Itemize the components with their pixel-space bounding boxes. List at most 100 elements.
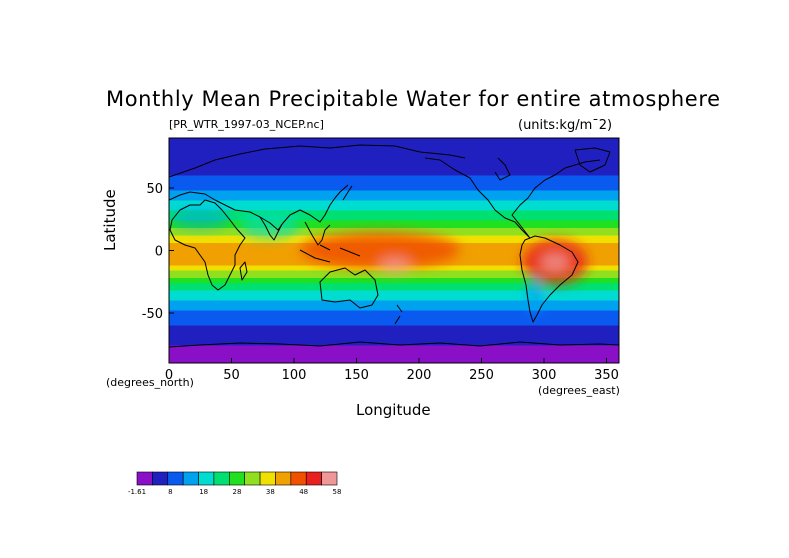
coast-new-zealand bbox=[394, 304, 403, 325]
lat-band bbox=[169, 283, 619, 287]
x-tick-label: 350 bbox=[594, 368, 619, 383]
y-tick-label: 0 bbox=[155, 245, 163, 260]
lat-band bbox=[169, 340, 619, 344]
lat-band bbox=[169, 170, 619, 174]
lat-band bbox=[169, 308, 619, 312]
colorbar-label: 8 bbox=[168, 488, 172, 496]
regional-anomalies bbox=[170, 208, 587, 313]
x-tick-label: 100 bbox=[282, 368, 307, 383]
lat-band bbox=[169, 303, 619, 307]
lat-band bbox=[169, 193, 619, 197]
lat-band bbox=[169, 220, 619, 224]
lat-band bbox=[169, 158, 619, 162]
lat-band bbox=[169, 218, 619, 222]
colorbar-label: 18 bbox=[199, 488, 208, 496]
colorbar-label: 28 bbox=[233, 488, 242, 496]
colorbar-swatch bbox=[136, 471, 153, 486]
andes-dry bbox=[527, 277, 543, 313]
coast-greenland bbox=[574, 147, 611, 173]
lat-band bbox=[169, 180, 619, 184]
x-tick-label: 250 bbox=[469, 368, 494, 383]
file-label: [PR_WTR_1997-03_NCEP.nc] bbox=[169, 118, 324, 131]
colorbar-swatch bbox=[167, 471, 184, 486]
lat-band bbox=[169, 345, 619, 349]
coast-south-america bbox=[519, 235, 579, 323]
y-tick-label: 50 bbox=[146, 182, 163, 197]
lat-band bbox=[169, 163, 619, 167]
colorbar-swatch bbox=[275, 471, 292, 486]
lat-band bbox=[169, 280, 619, 284]
x-tick-label: 200 bbox=[407, 368, 432, 383]
lat-band bbox=[169, 338, 619, 342]
lat-band bbox=[169, 293, 619, 297]
x-axis: 0 50 100 150 200 250 300 350 bbox=[165, 358, 619, 383]
sahara-dry bbox=[170, 208, 230, 228]
lat-band bbox=[169, 318, 619, 322]
lat-band bbox=[169, 203, 619, 207]
units-label: (units:kg/m¯2) bbox=[518, 118, 613, 133]
lat-band bbox=[169, 178, 619, 182]
colorbar-swatch bbox=[213, 471, 230, 486]
colorbar-swatch bbox=[182, 471, 199, 486]
coast-japan bbox=[342, 185, 353, 201]
lat-band bbox=[169, 348, 619, 352]
x-tick-label: 300 bbox=[532, 368, 557, 383]
colorbar-swatch bbox=[321, 471, 338, 486]
lat-band bbox=[169, 190, 619, 194]
lat-band bbox=[169, 358, 619, 362]
lat-band bbox=[169, 160, 619, 164]
colorbar-label: 58 bbox=[333, 488, 342, 496]
lat-band bbox=[169, 310, 619, 314]
lat-band bbox=[169, 320, 619, 324]
lat-band bbox=[169, 175, 619, 179]
chart-title: Monthly Mean Precipitable Water for enti… bbox=[106, 87, 721, 111]
lat-band bbox=[169, 325, 619, 329]
coast-india bbox=[259, 216, 283, 241]
lat-band bbox=[169, 208, 619, 212]
y-axis: 50 0 -50 bbox=[142, 182, 174, 322]
warm-pool-anomaly bbox=[300, 232, 460, 268]
colorbar-swatch bbox=[229, 471, 245, 486]
lat-band bbox=[169, 205, 619, 209]
lat-band bbox=[169, 355, 619, 359]
lat-band bbox=[169, 215, 619, 219]
coast-europe-asia bbox=[169, 144, 466, 231]
lat-band bbox=[169, 173, 619, 177]
colorbar-swatch bbox=[305, 471, 322, 486]
lat-band bbox=[169, 200, 619, 204]
lat-band bbox=[169, 153, 619, 157]
lat-band bbox=[169, 290, 619, 294]
lat-band bbox=[169, 138, 619, 142]
x-tick-label: 0 bbox=[165, 368, 173, 383]
lat-band bbox=[169, 275, 619, 279]
lat-band bbox=[169, 145, 619, 149]
lat-band bbox=[169, 140, 619, 144]
amazon-core bbox=[541, 254, 569, 270]
indian-ocean-dry bbox=[240, 211, 300, 239]
lat-band bbox=[169, 188, 619, 192]
lat-band bbox=[169, 195, 619, 199]
colorbar-swatch bbox=[290, 471, 307, 486]
lat-band bbox=[169, 168, 619, 172]
lat-band bbox=[169, 328, 619, 332]
lat-band bbox=[169, 360, 619, 363]
lat-band bbox=[169, 295, 619, 299]
y-axis-label: Latitude bbox=[101, 189, 119, 251]
x-axis-units: (degrees_east) bbox=[538, 384, 620, 397]
lat-band bbox=[169, 270, 619, 274]
lat-band bbox=[169, 298, 619, 302]
lat-band bbox=[169, 353, 619, 357]
colorbar-label: 48 bbox=[299, 488, 308, 496]
y-tick-label: -50 bbox=[142, 307, 163, 322]
lat-band bbox=[169, 185, 619, 189]
colorbar-swatch bbox=[198, 471, 215, 486]
lat-band bbox=[169, 315, 619, 319]
lat-band bbox=[169, 155, 619, 159]
lat-band bbox=[169, 333, 619, 337]
colorbar-swatch bbox=[244, 471, 261, 486]
coast-madagascar bbox=[239, 261, 248, 281]
lat-band bbox=[169, 300, 619, 304]
lat-band bbox=[169, 210, 619, 214]
lat-band bbox=[169, 330, 619, 334]
